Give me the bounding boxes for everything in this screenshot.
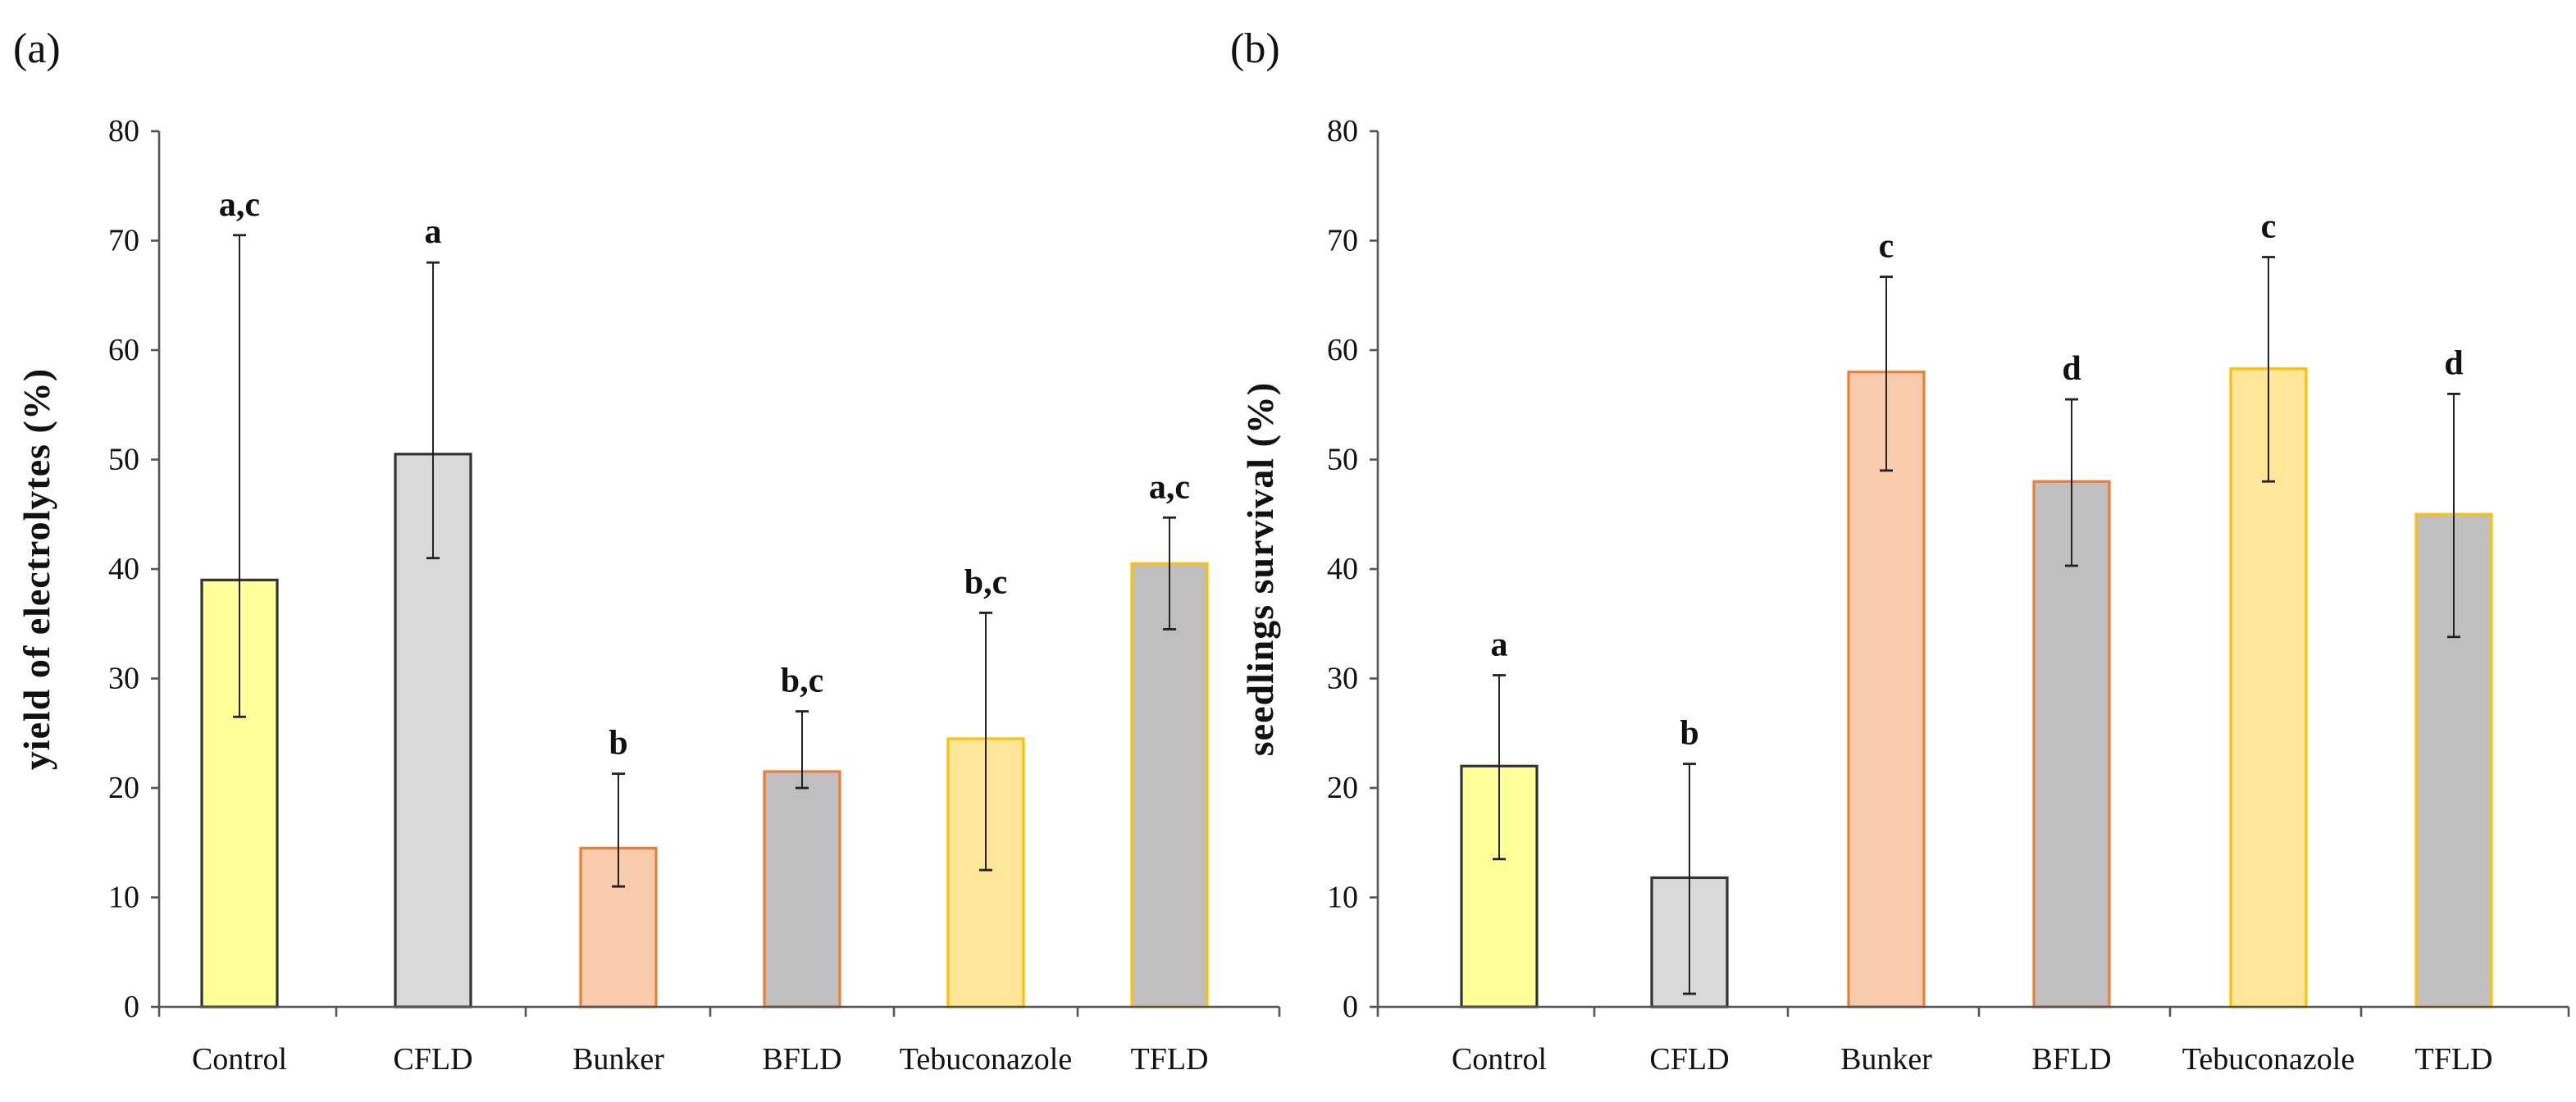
panel-label: (b) <box>1230 25 1280 72</box>
x-tick-label: Tebuconazole <box>900 1042 1072 1077</box>
y-axis-label: yield of electrolytes (%) <box>16 368 57 770</box>
significance-label: d <box>2062 350 2081 388</box>
y-tick-label: 10 <box>1327 881 1358 915</box>
x-tick-label: CFLD <box>393 1042 472 1077</box>
x-tick-label: Control <box>1452 1042 1547 1077</box>
y-tick-label: 70 <box>1327 224 1358 258</box>
chart-panel-b: (b) seedlings survival (%) a Control b CFLD c B… <box>1230 25 2570 1077</box>
bar-bfld <box>763 770 841 1009</box>
y-tick-label: 0 <box>124 990 139 1024</box>
y-tick-label: 60 <box>108 333 139 367</box>
significance-label: a,c <box>1149 468 1190 506</box>
y-tick-label: 10 <box>108 881 139 915</box>
significance-label: d <box>2444 344 2463 382</box>
y-tick-label: 20 <box>1327 771 1358 805</box>
significance-label: a,c <box>219 186 260 224</box>
x-tick-label: CFLD <box>1649 1042 1729 1077</box>
y-tick-label: 80 <box>1327 114 1358 148</box>
y-axis-label: seedlings survival (%) <box>1239 382 1281 756</box>
x-tick-label: BFLD <box>762 1042 841 1077</box>
significance-label: c <box>2261 208 2277 246</box>
y-tick-label: 20 <box>108 771 139 805</box>
significance-label: c <box>1879 228 1894 266</box>
y-tick-label: 40 <box>1327 552 1358 586</box>
significance-label: a <box>1491 626 1508 663</box>
bar-bunker <box>1847 371 1926 1009</box>
x-tick-label: TFLD <box>1131 1042 1209 1077</box>
significance-label: b <box>609 725 627 763</box>
y-tick-label: 60 <box>1327 333 1358 367</box>
x-tick-label: TFLD <box>2415 1042 2493 1077</box>
y-tick-label: 70 <box>108 224 139 258</box>
y-tick-label: 0 <box>1343 990 1358 1024</box>
significance-label: b,c <box>964 563 1008 601</box>
x-tick-label: Bunker <box>1840 1042 1932 1077</box>
chart-panel-a: (a) yield of electrolytes (%) a,c Control a C… <box>13 25 1281 1077</box>
significance-label: b <box>1680 715 1698 753</box>
significance-label: a <box>425 213 442 251</box>
y-tick-label: 50 <box>1327 443 1358 477</box>
x-tick-label: BFLD <box>2031 1042 2111 1077</box>
x-tick-label: Tebuconazole <box>2182 1042 2355 1077</box>
y-tick-label: 80 <box>108 114 139 148</box>
panel-label: (a) <box>13 25 61 72</box>
y-tick-label: 40 <box>108 552 139 586</box>
y-tick-label: 30 <box>108 662 139 696</box>
y-tick-label: 50 <box>108 443 139 477</box>
x-tick-label: Bunker <box>572 1042 664 1077</box>
y-tick-label: 30 <box>1327 662 1358 696</box>
x-tick-label: Control <box>192 1042 287 1077</box>
significance-label: b,c <box>781 663 824 700</box>
